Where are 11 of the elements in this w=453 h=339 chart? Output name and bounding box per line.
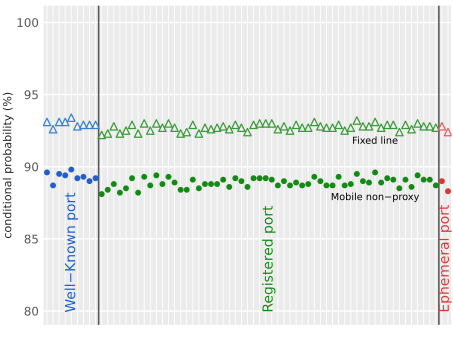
annotation: Registered port (262, 206, 276, 312)
y-tick-label: 100 (18, 18, 38, 28)
y-tick-label: 80 (24, 306, 38, 316)
annotation: Well−Known port (64, 192, 78, 312)
series-label: Fixed line (353, 136, 398, 144)
y-tick-label: 90 (24, 162, 38, 172)
annotation: Ephemeral port (438, 204, 452, 312)
y-axis-title: conditional probability (%) (2, 92, 14, 238)
series-label: Mobile non−proxy (332, 192, 420, 202)
y-tick-label: 85 (24, 234, 38, 244)
y-tick-label: 95 (24, 90, 38, 100)
